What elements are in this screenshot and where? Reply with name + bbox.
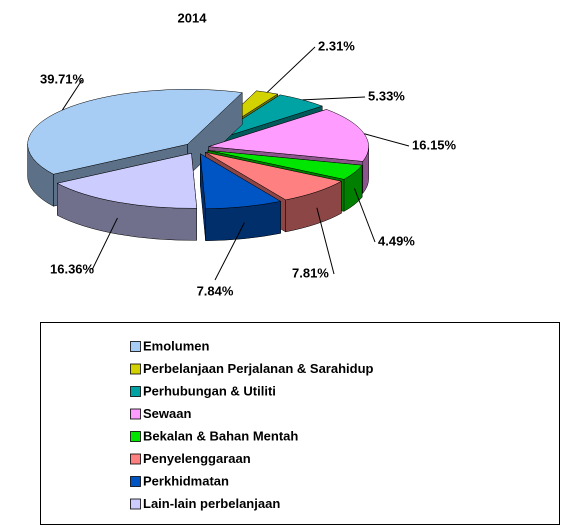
slice: [207, 150, 363, 180]
legend-swatch: [130, 431, 141, 442]
data-label: 4.49%: [378, 233, 415, 248]
legend-swatch: [130, 476, 141, 487]
leader-line: [364, 133, 410, 147]
slice: [56, 153, 198, 209]
data-label: 2.31%: [318, 38, 355, 53]
slice: [205, 152, 343, 201]
leader-line: [302, 96, 366, 101]
slice: [208, 109, 369, 162]
slice: [27, 89, 243, 175]
legend-label: Perhubungan & Utiliti: [143, 383, 276, 398]
legend-label: Sewaan: [143, 406, 191, 421]
legend-label: Lain-lain perbelanjaan: [143, 496, 280, 511]
legend-label: Perkhidmatan: [143, 473, 229, 488]
legend-swatch: [130, 453, 141, 465]
leader-line: [266, 46, 316, 93]
legend-swatch: [130, 386, 141, 397]
data-label: 16.15%: [412, 137, 457, 152]
leader-line: [214, 222, 245, 281]
data-label: 7.84%: [197, 283, 234, 298]
legend-label: Bekalan & Bahan Mentah: [143, 428, 298, 443]
leader-line: [354, 188, 376, 243]
legend-label: Perbelanjaan Perjalanan & Sarahidup: [143, 361, 374, 376]
legend-label: Penyelenggaraan: [143, 451, 251, 466]
data-label: 39.71%: [40, 71, 85, 86]
leader-line: [61, 79, 83, 111]
data-label: 16.36%: [50, 261, 95, 276]
legend-swatch: [130, 363, 141, 375]
leader-line: [316, 207, 335, 275]
legend-box: [40, 322, 560, 525]
data-label: 7.81%: [292, 265, 329, 280]
data-label: 5.33%: [368, 88, 405, 103]
legend-label: Emolumen: [143, 338, 210, 353]
legend-swatch: [130, 408, 141, 420]
legend-swatch: [130, 498, 141, 510]
legend-swatch: [130, 341, 141, 352]
slice: [200, 153, 282, 209]
leader-line: [91, 217, 118, 271]
chart-title: 2014: [178, 10, 208, 25]
